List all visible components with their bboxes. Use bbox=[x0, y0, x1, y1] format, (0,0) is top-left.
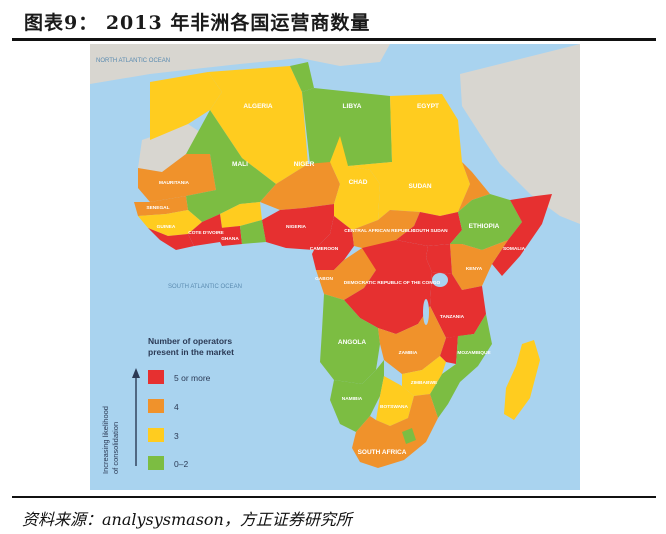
egypt-region bbox=[390, 94, 462, 162]
tunisia-region bbox=[290, 62, 314, 92]
label-zambia: ZAMBIA bbox=[399, 350, 418, 356]
europe-land bbox=[90, 44, 390, 84]
car-region bbox=[352, 210, 420, 248]
zimbabwe-region bbox=[402, 356, 446, 396]
ghana-region bbox=[220, 226, 242, 246]
ethiopia-region bbox=[450, 194, 522, 250]
burkina-region bbox=[220, 202, 262, 228]
morocco-region bbox=[150, 72, 222, 140]
mozambique-region bbox=[430, 314, 492, 418]
label-egypt: EGYPT bbox=[417, 103, 439, 110]
legend-label-3: 3 bbox=[174, 431, 179, 441]
algeria-region bbox=[208, 66, 308, 184]
legend-swatch-4 bbox=[148, 399, 164, 413]
label-niger: NIGER bbox=[294, 161, 315, 168]
south-africa-region bbox=[352, 394, 438, 468]
label-car: CENTRAL AFRICAN REPUBLIC bbox=[344, 228, 416, 234]
label-nigeria: NIGERIA bbox=[286, 224, 307, 230]
somalia-region bbox=[492, 194, 552, 276]
eritrea-djibouti-region bbox=[458, 162, 490, 212]
legend-heading-2: present in the market bbox=[148, 347, 234, 357]
gabon-congo-region bbox=[316, 246, 378, 300]
label-mali: MALI bbox=[232, 161, 248, 168]
libya-region bbox=[302, 88, 392, 166]
kenya-region bbox=[450, 240, 508, 290]
label-ethiopia: ETHIOPIA bbox=[469, 223, 500, 230]
legend-swatch-3 bbox=[148, 428, 164, 442]
legend-label-5plus: 5 or more bbox=[174, 373, 211, 383]
label-gabon: GABON bbox=[315, 276, 333, 282]
label-mozambique: MOZAMBIQUE bbox=[457, 350, 491, 356]
label-cote-divoire: COTE D'IVOIRE bbox=[188, 230, 224, 236]
south-atlantic-label: SOUTH ATLANTIC OCEAN bbox=[168, 284, 242, 290]
label-tanzania: TANZANIA bbox=[440, 314, 465, 320]
zambia-region bbox=[378, 306, 446, 374]
lesotho-region bbox=[402, 428, 416, 444]
legend-heading-1: Number of operators bbox=[148, 336, 232, 346]
label-libya: LIBYA bbox=[343, 103, 362, 110]
legend-arrow-head bbox=[132, 368, 140, 378]
figure-title: 图表9： 2013 年非洲各国运营商数量 bbox=[24, 12, 371, 34]
label-botswana: BOTSWANA bbox=[380, 404, 409, 410]
south-sudan-region bbox=[396, 212, 462, 246]
madagascar-region bbox=[504, 340, 540, 420]
label-drc: DEMOCRATIC REPUBLIC OF THE CONGO bbox=[344, 280, 441, 286]
drc-region bbox=[344, 240, 432, 334]
nigeria-region bbox=[262, 204, 334, 250]
chad-region bbox=[330, 136, 380, 230]
label-guinea: GUINEA bbox=[157, 224, 176, 230]
legend-swatch-0-2 bbox=[148, 456, 164, 470]
legend-axis-2: of consolidation bbox=[111, 422, 120, 474]
source-rule bbox=[12, 496, 656, 498]
guinea-region bbox=[138, 210, 202, 236]
tanzania-region bbox=[430, 272, 486, 338]
legend-axis-1: Increasing likelihood bbox=[101, 406, 110, 474]
namibia-region bbox=[330, 360, 384, 432]
uganda-region bbox=[426, 244, 452, 274]
middle-east-land bbox=[460, 44, 580, 224]
figure-source: 资料来源：analysysmason，方正证券研究所 bbox=[22, 510, 352, 529]
label-ghana: GHANA bbox=[221, 236, 239, 242]
benin-togo-region bbox=[240, 220, 266, 244]
mali-region bbox=[186, 110, 276, 222]
label-angola: ANGOLA bbox=[338, 339, 366, 346]
label-somalia: SOMALIA bbox=[503, 246, 526, 252]
lake-victoria bbox=[432, 273, 448, 287]
legend: Number of operators present in the marke… bbox=[101, 336, 234, 474]
label-senegal: SENEGAL bbox=[146, 205, 169, 211]
label-cameroon: CAMEROON bbox=[310, 246, 339, 252]
sierra-liberia-region bbox=[148, 228, 194, 250]
botswana-region bbox=[376, 376, 414, 426]
label-mauritania: MAURITANIA bbox=[159, 180, 190, 186]
mauritania-region bbox=[138, 154, 216, 202]
label-south-sudan: SOUTH SUDAN bbox=[412, 228, 448, 234]
malawi-region bbox=[440, 336, 458, 364]
label-algeria: ALGERIA bbox=[243, 103, 273, 110]
senegal-region bbox=[134, 196, 188, 216]
label-zimbabwe: ZIMBABWE bbox=[411, 380, 438, 386]
label-kenya: KENYA bbox=[466, 266, 483, 272]
africa-map: NORTH ATLANTIC OCEAN SOUTH ATLANTIC OCEA… bbox=[90, 44, 580, 490]
sudan-region bbox=[348, 162, 470, 220]
legend-swatch-5plus bbox=[148, 370, 164, 384]
cameroon-region bbox=[312, 216, 354, 270]
label-namibia: NAMIBIA bbox=[342, 396, 363, 402]
label-south-africa: SOUTH AFRICA bbox=[358, 449, 407, 456]
legend-label-0-2: 0–2 bbox=[174, 459, 188, 469]
title-rule bbox=[12, 38, 656, 41]
north-atlantic-label: NORTH ATLANTIC OCEAN bbox=[96, 58, 170, 64]
lake-tanganyika bbox=[423, 299, 429, 325]
niger-region bbox=[260, 162, 340, 210]
legend-label-4: 4 bbox=[174, 402, 179, 412]
label-chad: CHAD bbox=[349, 179, 368, 186]
cote-divoire-region bbox=[188, 214, 222, 246]
angola-region bbox=[320, 294, 380, 384]
label-sudan: SUDAN bbox=[408, 183, 431, 190]
